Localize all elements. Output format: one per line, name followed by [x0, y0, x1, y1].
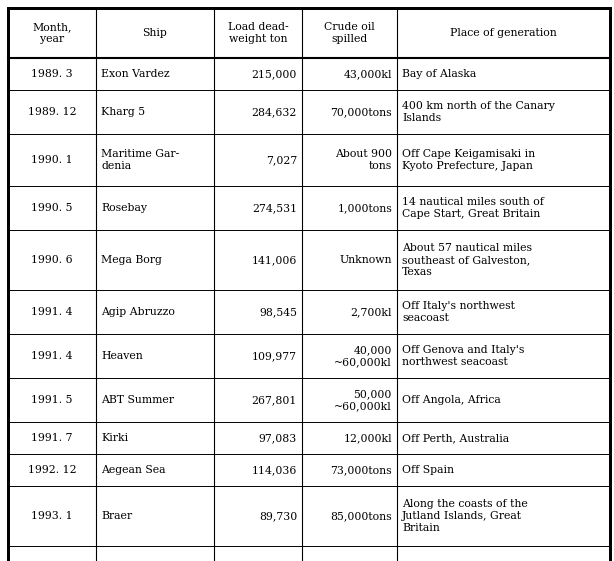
- Text: Off Perth, Australia: Off Perth, Australia: [402, 433, 509, 443]
- Text: 1990. 6: 1990. 6: [31, 255, 73, 265]
- Text: 1991. 4: 1991. 4: [31, 351, 72, 361]
- Text: 274,531: 274,531: [252, 203, 297, 213]
- Text: Kirki: Kirki: [101, 433, 128, 443]
- Text: 1991. 5: 1991. 5: [31, 395, 72, 405]
- Text: 43,000kl: 43,000kl: [343, 69, 392, 79]
- Text: Bay of Alaska: Bay of Alaska: [402, 69, 476, 79]
- Text: 14 nautical miles south of
Cape Start, Great Britain: 14 nautical miles south of Cape Start, G…: [402, 197, 544, 219]
- Text: 98,545: 98,545: [259, 307, 297, 317]
- Text: 89,730: 89,730: [258, 511, 297, 521]
- Text: Off Italy's northwest
seacoast: Off Italy's northwest seacoast: [402, 301, 515, 323]
- Text: 70,000tons: 70,000tons: [330, 107, 392, 117]
- Text: 284,632: 284,632: [252, 107, 297, 117]
- Text: 267,801: 267,801: [252, 395, 297, 405]
- Text: Rosebay: Rosebay: [101, 203, 147, 213]
- Text: 109,977: 109,977: [252, 351, 297, 361]
- Text: Off Cape Keigamisaki in
Kyoto Prefecture, Japan: Off Cape Keigamisaki in Kyoto Prefecture…: [402, 149, 535, 171]
- Text: 1989. 3: 1989. 3: [31, 69, 73, 79]
- Text: Crude oil
spilled: Crude oil spilled: [324, 22, 375, 44]
- Text: 1991. 7: 1991. 7: [31, 433, 72, 443]
- Text: 12,000kl: 12,000kl: [343, 433, 392, 443]
- Text: Maritime Gar-
denia: Maritime Gar- denia: [101, 149, 179, 171]
- Text: 2,700kl: 2,700kl: [351, 307, 392, 317]
- Text: Off Genova and Italy's
northwest seacoast: Off Genova and Italy's northwest seacoas…: [402, 345, 524, 367]
- Text: 400 km north of the Canary
Islands: 400 km north of the Canary Islands: [402, 101, 555, 123]
- Text: 7,027: 7,027: [266, 155, 297, 165]
- Text: About 57 nautical miles
southeast of Galveston,
Texas: About 57 nautical miles southeast of Gal…: [402, 242, 532, 277]
- Text: Along the coasts of the
Jutland Islands, Great
Britain: Along the coasts of the Jutland Islands,…: [402, 499, 528, 534]
- Text: About 900
tons: About 900 tons: [335, 149, 392, 171]
- Text: Mega Borg: Mega Borg: [101, 255, 162, 265]
- Text: Heaven: Heaven: [101, 351, 142, 361]
- Text: 1990. 5: 1990. 5: [31, 203, 72, 213]
- Text: 1989. 12: 1989. 12: [28, 107, 76, 117]
- Text: Off Angola, Africa: Off Angola, Africa: [402, 395, 501, 405]
- Text: ABT Summer: ABT Summer: [101, 395, 174, 405]
- Text: 1,000tons: 1,000tons: [337, 203, 392, 213]
- Text: Unknown: Unknown: [340, 255, 392, 265]
- Text: 97,083: 97,083: [258, 433, 297, 443]
- Text: Month,
year: Month, year: [33, 22, 72, 44]
- Text: 114,036: 114,036: [252, 465, 297, 475]
- Text: Braer: Braer: [101, 511, 132, 521]
- Text: Off Spain: Off Spain: [402, 465, 454, 475]
- Text: Kharg 5: Kharg 5: [101, 107, 145, 117]
- Text: Agip Abruzzo: Agip Abruzzo: [101, 307, 175, 317]
- Text: Load dead-
weight ton: Load dead- weight ton: [228, 22, 289, 44]
- Text: Exon Vardez: Exon Vardez: [101, 69, 169, 79]
- Text: 1993. 1: 1993. 1: [31, 511, 73, 521]
- Text: 40,000
~60,000kl: 40,000 ~60,000kl: [334, 345, 392, 367]
- Text: 50,000
~60,000kl: 50,000 ~60,000kl: [334, 389, 392, 411]
- Text: Aegean Sea: Aegean Sea: [101, 465, 166, 475]
- Text: 1991. 4: 1991. 4: [31, 307, 72, 317]
- Text: 85,000tons: 85,000tons: [330, 511, 392, 521]
- Text: 1990. 1: 1990. 1: [31, 155, 73, 165]
- Text: Ship: Ship: [142, 28, 168, 38]
- Text: 73,000tons: 73,000tons: [330, 465, 392, 475]
- Text: Place of generation: Place of generation: [450, 28, 557, 38]
- Text: 1992. 12: 1992. 12: [28, 465, 76, 475]
- Text: 141,006: 141,006: [252, 255, 297, 265]
- Text: 215,000: 215,000: [252, 69, 297, 79]
